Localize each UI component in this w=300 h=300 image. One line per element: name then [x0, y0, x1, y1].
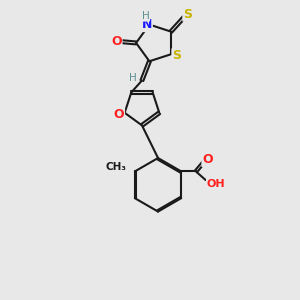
Text: S: S [183, 8, 192, 21]
Text: H: H [129, 74, 136, 83]
Text: O: O [113, 108, 124, 121]
Text: H: H [142, 11, 149, 21]
Text: O: O [111, 35, 122, 48]
Text: CH₃: CH₃ [105, 162, 126, 172]
Text: OH: OH [207, 179, 226, 189]
Text: N: N [142, 18, 152, 31]
Text: S: S [172, 49, 181, 62]
Text: O: O [202, 153, 213, 166]
